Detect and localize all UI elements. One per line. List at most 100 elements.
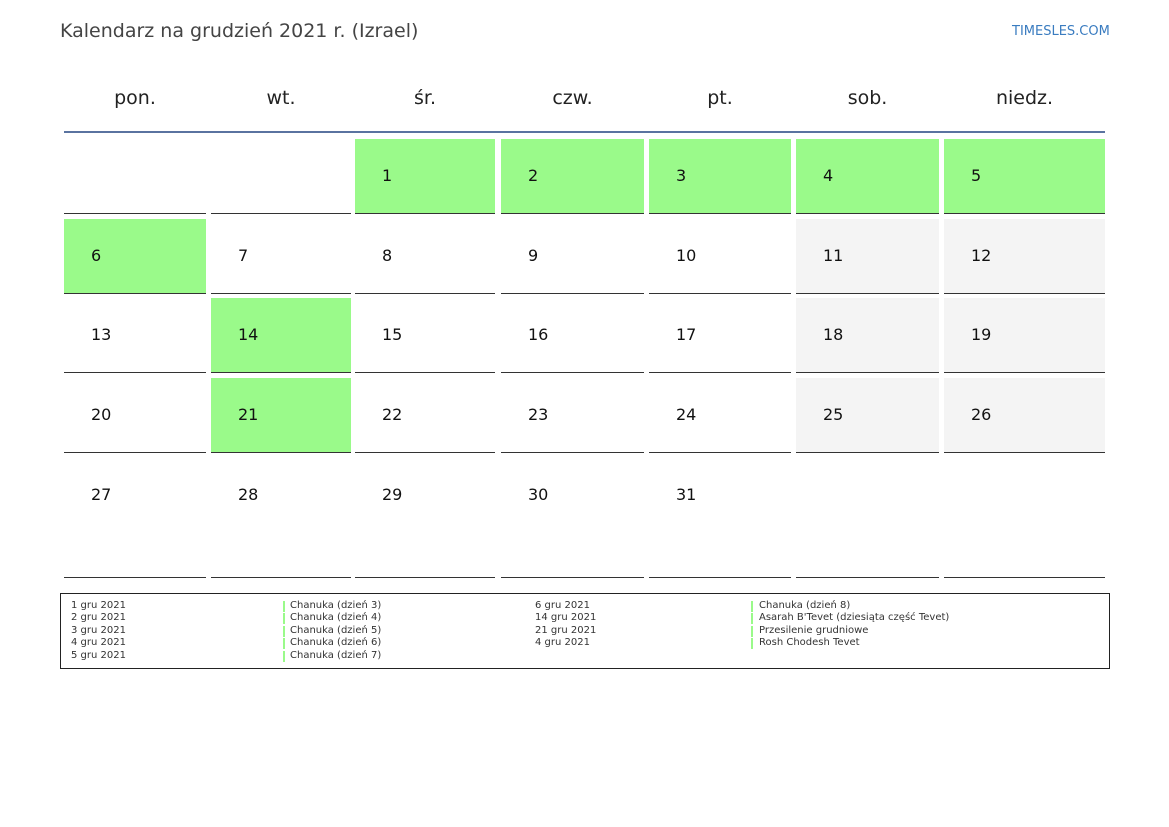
site-link[interactable]: TIMESLES.COM — [1012, 24, 1110, 39]
day-number: 19 — [971, 325, 992, 344]
day-cell: 8 — [355, 219, 495, 294]
holiday-date: 4 gru 2021 — [535, 637, 590, 649]
day-cell — [211, 139, 351, 214]
day-number: 27 — [91, 485, 112, 504]
holiday-marker — [751, 625, 753, 637]
holiday-legend: 1 gru 2021 Chanuka (dzień 3) 2 gru 2021 Cha… — [60, 593, 1110, 669]
day-number: 14 — [238, 325, 259, 344]
day-number: 26 — [971, 405, 992, 424]
day-number: 13 — [91, 325, 112, 344]
holiday-name: Chanuka (dzień 6) — [290, 637, 382, 649]
day-cell: 10 — [649, 219, 791, 294]
day-number: 3 — [676, 166, 687, 185]
holiday-date: 14 gru 2021 — [535, 612, 597, 624]
day-number: 4 — [823, 166, 834, 185]
day-cell: 18 — [796, 298, 939, 373]
day-cell: 3 — [649, 139, 791, 214]
day-cell: 13 — [64, 298, 206, 373]
holiday-name: Przesilenie grudniowe — [759, 624, 869, 636]
day-number: 7 — [238, 246, 249, 265]
day-number: 24 — [676, 405, 697, 424]
day-number: 21 — [238, 405, 259, 424]
holiday-name: Chanuka (dzień 5) — [290, 624, 382, 636]
day-number: 16 — [528, 325, 549, 344]
day-number: 10 — [676, 246, 697, 265]
day-number: 28 — [238, 485, 259, 504]
day-cell: 11 — [796, 219, 939, 294]
day-cell: 22 — [355, 378, 495, 453]
day-cell: 25 — [796, 378, 939, 453]
holiday-marker — [283, 613, 285, 625]
day-number: 29 — [382, 485, 403, 504]
day-cell: 17 — [649, 298, 791, 373]
day-number: 5 — [971, 166, 982, 185]
day-cell: 27 — [64, 458, 206, 578]
holiday-name: Rosh Chodesh Tevet — [759, 637, 860, 649]
day-cell: 30 — [501, 458, 644, 578]
holiday-marker — [283, 625, 285, 637]
day-cell: 31 — [649, 458, 791, 578]
weekday-label: czw. — [552, 87, 593, 109]
holiday-name: Chanuka (dzień 8) — [759, 600, 851, 611]
holiday-name: Asarah B'Tevet (dziesiąta część Tevet) — [759, 612, 950, 624]
holiday-marker — [751, 638, 753, 650]
day-number: 31 — [676, 485, 697, 504]
day-cell: 5 — [944, 139, 1105, 214]
holiday-marker — [283, 601, 285, 612]
holiday-date: 1 gru 2021 — [71, 600, 126, 611]
day-cell — [944, 458, 1105, 578]
day-cell: 9 — [501, 219, 644, 294]
holiday-date: 2 gru 2021 — [71, 612, 126, 624]
day-number: 25 — [823, 405, 844, 424]
day-cell: 16 — [501, 298, 644, 373]
weekday-label: wt. — [266, 87, 296, 109]
day-number: 18 — [823, 325, 844, 344]
holiday-name: Chanuka (dzień 7) — [290, 649, 382, 661]
day-cell: 14 — [211, 298, 351, 373]
header-rule — [64, 131, 1105, 133]
day-cell: 28 — [211, 458, 351, 578]
day-cell: 12 — [944, 219, 1105, 294]
day-cell: 26 — [944, 378, 1105, 453]
day-cell: 21 — [211, 378, 351, 453]
weekday-label: niedz. — [995, 87, 1054, 109]
holiday-date: 4 gru 2021 — [71, 637, 126, 649]
day-number: 6 — [91, 246, 102, 265]
day-number: 12 — [971, 246, 992, 265]
holiday-name: Chanuka (dzień 4) — [290, 612, 382, 624]
day-number: 23 — [528, 405, 549, 424]
day-cell: 19 — [944, 298, 1105, 373]
day-cell: 2 — [501, 139, 644, 214]
day-cell: 15 — [355, 298, 495, 373]
holiday-marker — [751, 601, 753, 612]
day-number: 9 — [528, 246, 539, 265]
holiday-date: 21 gru 2021 — [535, 624, 597, 636]
holiday-date: 3 gru 2021 — [71, 624, 126, 636]
weekday-label: sob. — [847, 87, 888, 109]
day-cell: 4 — [796, 139, 939, 214]
holiday-name: Chanuka (dzień 3) — [290, 600, 382, 611]
day-cell: 20 — [64, 378, 206, 453]
day-cell: 6 — [64, 219, 206, 294]
weekday-label: pon. — [114, 87, 156, 109]
day-number: 1 — [382, 166, 393, 185]
day-cell: 23 — [501, 378, 644, 453]
holiday-marker — [283, 638, 285, 650]
day-number: 30 — [528, 485, 549, 504]
weekday-label: śr. — [413, 87, 436, 109]
day-number: 20 — [91, 405, 112, 424]
day-cell — [64, 139, 206, 214]
day-number: 8 — [382, 246, 393, 265]
day-cell — [796, 458, 939, 578]
day-cell: 7 — [211, 219, 351, 294]
day-number: 17 — [676, 325, 697, 344]
title: Kalendarz na grudzień 2021 r. (Izrael) — [60, 20, 419, 42]
day-number: 15 — [382, 325, 403, 344]
holiday-marker — [751, 613, 753, 625]
holiday-date: 6 gru 2021 — [535, 600, 590, 611]
day-cell: 24 — [649, 378, 791, 453]
weekday-label: pt. — [707, 87, 733, 109]
day-number: 2 — [528, 166, 539, 185]
day-cell: 29 — [355, 458, 495, 578]
